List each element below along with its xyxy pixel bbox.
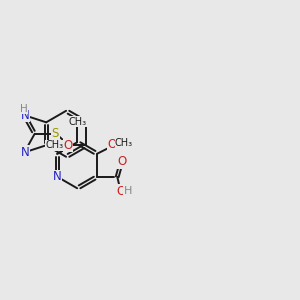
Text: N: N bbox=[21, 146, 29, 159]
Text: H: H bbox=[20, 104, 28, 114]
Text: CH₃: CH₃ bbox=[115, 138, 133, 148]
Text: H: H bbox=[124, 186, 132, 197]
Text: O: O bbox=[64, 139, 73, 152]
Text: S: S bbox=[52, 127, 59, 140]
Text: CH₃: CH₃ bbox=[68, 116, 86, 127]
Text: N: N bbox=[21, 109, 29, 122]
Text: N: N bbox=[53, 170, 62, 183]
Text: CH₃: CH₃ bbox=[45, 140, 63, 150]
Text: O: O bbox=[117, 155, 126, 168]
Text: O: O bbox=[117, 185, 126, 198]
Text: O: O bbox=[107, 138, 117, 152]
